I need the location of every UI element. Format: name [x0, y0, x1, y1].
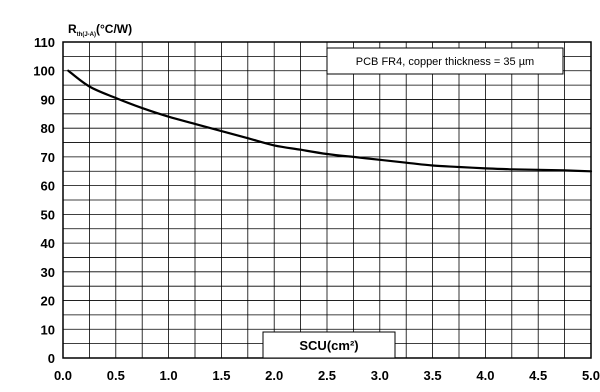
x-tick-label: 3.5 — [424, 368, 442, 383]
y-axis-label-sub: th(J-A) — [77, 32, 96, 38]
x-tick-label: 0.0 — [54, 368, 72, 383]
annotation-text: PCB FR4, copper thickness = 35 µm — [356, 56, 534, 68]
x-tick-label: 4.5 — [529, 368, 547, 383]
x-tick-label: 1.0 — [160, 368, 178, 383]
grid — [62, 41, 592, 359]
x-axis-label: SCU(cm²) — [262, 331, 396, 359]
x-tick-label: 5.0 — [582, 368, 600, 383]
y-axis-label-main: R — [68, 22, 77, 36]
y-axis-label: Rth(J-A)(°C/W) — [64, 18, 156, 40]
y-tick-label: 10 — [41, 322, 55, 337]
x-tick-labels: 0.0 0.5 1.0 1.5 2.0 2.5 3.0 3.5 4.0 4.5 5.0 — [54, 368, 600, 383]
annotation-box: PCB FR4, copper thickness = 35 µm — [326, 47, 564, 75]
x-tick-label: 2.5 — [318, 368, 336, 383]
x-tick-label: 0.5 — [107, 368, 125, 383]
series-line — [67, 69, 593, 173]
x-tick-label: 3.0 — [371, 368, 389, 383]
svg-text:Rth(J-A)(°C/W): Rth(J-A)(°C/W) — [68, 22, 132, 38]
x-tick-label: 4.0 — [476, 368, 494, 383]
y-tick-label: 40 — [41, 236, 55, 251]
y-tick-label: 60 — [41, 179, 55, 194]
y-tick-label: 20 — [41, 294, 55, 309]
y-tick-label: 30 — [41, 265, 55, 280]
x-tick-label: 2.0 — [265, 368, 283, 383]
x-tick-label: 1.5 — [212, 368, 230, 383]
y-tick-label: 50 — [41, 207, 55, 222]
y-tick-label: 100 — [33, 64, 55, 79]
y-axis-label-unit: (°C/W) — [96, 22, 132, 36]
y-tick-labels: 0 10 20 30 40 50 60 70 80 90 100 110 — [33, 35, 55, 366]
y-tick-label: 70 — [41, 150, 55, 165]
y-tick-label: 0 — [48, 351, 55, 366]
y-tick-label: 90 — [41, 92, 55, 107]
svg-text:SCU(cm²): SCU(cm²) — [299, 338, 358, 353]
y-tick-label: 110 — [34, 35, 55, 50]
y-tick-label: 80 — [41, 121, 55, 136]
